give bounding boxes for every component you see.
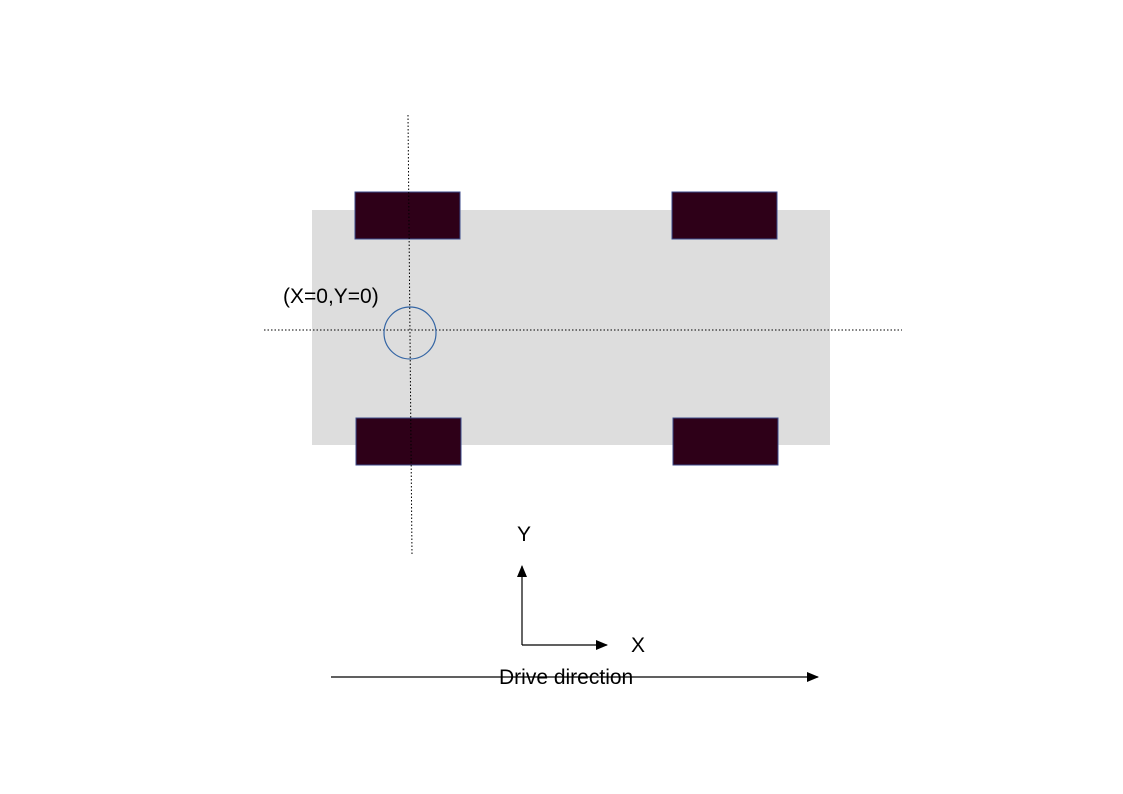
- y-axis-label: Y: [517, 523, 531, 546]
- origin-label: (X=0,Y=0): [283, 285, 379, 308]
- origin-circle: [383, 306, 437, 360]
- wheel-front-right: [355, 417, 462, 466]
- wheel-rear-left: [671, 191, 778, 240]
- wheel-front-left: [354, 191, 461, 240]
- vehicle-body: [312, 210, 830, 445]
- drive-direction-label: Drive direction: [499, 666, 633, 689]
- x-axis-label: X: [631, 634, 645, 657]
- wheel-rear-right: [672, 417, 779, 466]
